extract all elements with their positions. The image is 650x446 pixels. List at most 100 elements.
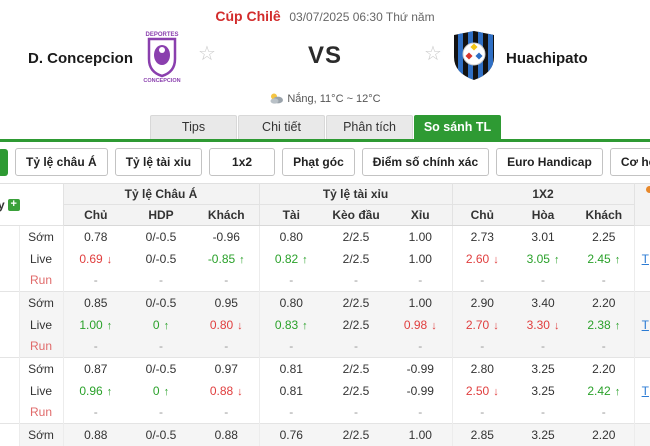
odds-value: 1.00 <box>408 295 432 310</box>
col-header-draw: Hòa <box>512 204 575 226</box>
filter-corners[interactable]: Phạt góc <box>282 148 355 176</box>
odds-value: 3.01 <box>531 229 555 244</box>
odds-value: 0/-0.5 <box>145 361 177 376</box>
bookmaker-cell <box>0 423 20 446</box>
odds-row: Run - - - - - - - - - <box>0 335 650 358</box>
odds-value: 0.95 <box>214 295 238 310</box>
row-type-label: Run <box>19 269 64 292</box>
odds-value: 0.80 <box>279 295 303 310</box>
up-trend-arrow-icon: ↑ <box>302 319 308 332</box>
details-link[interactable]: T <box>641 251 649 266</box>
group-header-over-under: Tỷ lệ tài xỉu <box>259 183 453 205</box>
filter-over-under[interactable]: Tỷ lệ tài xỉu <box>114 148 203 176</box>
bookmaker-cell <box>0 225 20 248</box>
up-trend-arrow-icon: ↑ <box>614 385 621 398</box>
row-type-label: Run <box>19 401 64 424</box>
teams-row: D. Concepcion DEPORTES CONCEPCION ☆ VS ☆ <box>0 26 650 90</box>
odds-value: 0.81 <box>279 383 303 398</box>
odds-value: 2.38 <box>587 317 611 332</box>
odds-value: 0.85 <box>84 295 108 310</box>
odds-value: - <box>159 339 163 354</box>
tab-phan-tich[interactable]: Phân tích <box>326 115 413 139</box>
odds-value: 2.42 <box>587 383 611 398</box>
tab-tips[interactable]: Tips <box>150 115 237 139</box>
details-link[interactable]: T <box>641 317 649 332</box>
odds-value: 0/-0.5 <box>145 427 177 442</box>
odds-value: 2.50 <box>465 383 490 398</box>
odds-value: 0 <box>152 383 160 398</box>
odds-value: 3.25 <box>531 383 555 398</box>
odds-value: - <box>354 405 358 420</box>
away-team-logo <box>450 28 498 89</box>
row-type-label: Live <box>19 379 64 402</box>
col-header-away-1x2: Khách <box>574 204 635 226</box>
odds-value: 1.00 <box>79 317 103 332</box>
odds-value: 0.98 <box>403 317 428 332</box>
odds-value: - <box>601 339 606 354</box>
col-header-under: Xỉu <box>389 204 453 226</box>
odds-value: 2/2.5 <box>342 229 370 244</box>
odds-value: 2.80 <box>470 361 494 376</box>
odds-value: - <box>159 405 163 420</box>
bookmaker-cell <box>0 357 20 380</box>
bookmaker-cell <box>0 379 20 402</box>
details-link[interactable]: T <box>641 383 649 398</box>
odds-value: 0.83 <box>274 317 299 332</box>
details-cell: T <box>634 313 650 336</box>
odds-value: - <box>289 405 294 420</box>
odds-row: Live 1.00 ↑ 0 ↑ 0.80 ↓ 0.83 ↑ 2/2.5 0.98 ↓ 2.70 ↓ 3.30… <box>0 313 650 336</box>
odds-value: -0.99 <box>406 383 434 398</box>
odds-value: 3.30 <box>526 317 550 332</box>
filter-euro-handicap[interactable]: Euro Handicap <box>496 148 603 176</box>
odds-value: 0.80 <box>279 229 303 244</box>
down-trend-arrow-icon: ↓ <box>431 319 437 332</box>
home-team-logo: DEPORTES CONCEPCION <box>138 28 186 89</box>
filter-double-chance[interactable]: Cơ hội kép <box>609 148 650 176</box>
odds-value: 2.85 <box>470 427 494 442</box>
down-trend-arrow-icon: ↓ <box>106 253 113 266</box>
col-header-away-ah: Khách <box>194 204 260 226</box>
up-trend-arrow-icon: ↑ <box>614 253 621 266</box>
odds-value: 2/2.5 <box>342 361 370 376</box>
odds-value: 0.81 <box>279 361 303 376</box>
odds-value: - <box>289 273 294 288</box>
odds-value: 2/2.5 <box>342 251 370 266</box>
odds-value: 2.73 <box>470 229 494 244</box>
sun-cloud-weather-icon <box>270 93 284 104</box>
filter-1x2[interactable]: 1x2 <box>209 148 276 176</box>
row-type-label: Run <box>19 335 64 358</box>
odds-value: 0.78 <box>84 229 108 244</box>
tab-so-sanh-tl[interactable]: So sánh TL <box>414 115 501 139</box>
odds-value: 0.76 <box>279 427 303 442</box>
odds-value: 2/2.5 <box>342 383 370 398</box>
odds-value: 0.82 <box>274 251 299 266</box>
odds-value: - <box>354 273 358 288</box>
odds-value: - <box>541 405 546 420</box>
add-bookmaker-plus-icon[interactable]: + <box>7 198 20 211</box>
filter-asian-handicap[interactable]: Tỷ lệ châu Á <box>15 148 108 176</box>
weather-text: Nắng, 11°C ~ 12°C <box>287 93 381 105</box>
tab-chi-tiet[interactable]: Chi tiết <box>238 115 325 139</box>
odds-value: - <box>224 339 229 354</box>
home-favorite-star-icon[interactable]: ☆ <box>198 43 216 65</box>
away-favorite-star-icon[interactable]: ☆ <box>424 43 442 65</box>
down-trend-arrow-icon: ↓ <box>493 253 499 266</box>
details-cell <box>634 335 650 358</box>
row-type-label: Sớm <box>19 225 64 248</box>
active-tab-underline <box>0 139 650 142</box>
odds-value: 2.20 <box>592 427 616 442</box>
odds-value: - <box>354 339 358 354</box>
odds-value: - <box>541 273 546 288</box>
corner-notification-icon <box>646 186 650 193</box>
odds-value: - <box>289 339 294 354</box>
odds-value: - <box>480 339 485 354</box>
vs-label: VS <box>307 42 342 69</box>
scrolled-filter-button-sliver[interactable] <box>0 148 8 176</box>
details-column-header <box>634 183 650 226</box>
odds-value: 0 <box>152 317 160 332</box>
details-cell <box>634 270 650 292</box>
filter-correct-score[interactable]: Điểm số chính xác <box>361 148 490 176</box>
odds-value: 0.97 <box>214 361 238 376</box>
group-header-asian: Tỷ lệ Châu Á <box>63 183 260 205</box>
details-cell <box>634 357 650 380</box>
